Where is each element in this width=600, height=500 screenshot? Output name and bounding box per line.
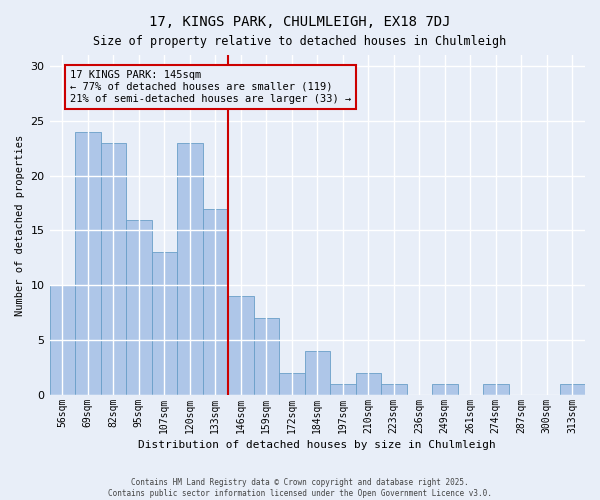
Text: Size of property relative to detached houses in Chulmleigh: Size of property relative to detached ho… [94, 35, 506, 48]
Bar [177, 142, 203, 395]
Bar [560, 384, 585, 395]
Bar [483, 384, 509, 395]
Bar [228, 296, 254, 395]
Bar [203, 208, 228, 395]
Bar [50, 286, 75, 395]
Bar [381, 384, 407, 395]
Bar [305, 351, 330, 395]
Y-axis label: Number of detached properties: Number of detached properties [15, 134, 25, 316]
Bar [75, 132, 101, 395]
Text: 17, KINGS PARK, CHULMLEIGH, EX18 7DJ: 17, KINGS PARK, CHULMLEIGH, EX18 7DJ [149, 15, 451, 29]
Bar [101, 142, 126, 395]
Text: Contains HM Land Registry data © Crown copyright and database right 2025.
Contai: Contains HM Land Registry data © Crown c… [108, 478, 492, 498]
X-axis label: Distribution of detached houses by size in Chulmleigh: Distribution of detached houses by size … [139, 440, 496, 450]
Text: 17 KINGS PARK: 145sqm
← 77% of detached houses are smaller (119)
21% of semi-det: 17 KINGS PARK: 145sqm ← 77% of detached … [70, 70, 351, 104]
Bar [254, 318, 279, 395]
Bar [126, 220, 152, 395]
Bar [356, 373, 381, 395]
Bar [432, 384, 458, 395]
Bar [152, 252, 177, 395]
Bar [330, 384, 356, 395]
Bar [279, 373, 305, 395]
